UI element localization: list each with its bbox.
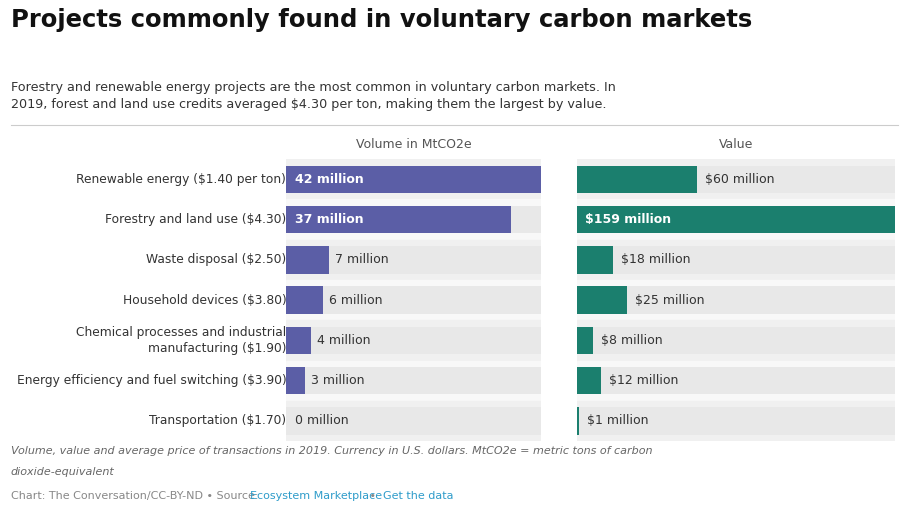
Text: •: • <box>366 491 380 501</box>
Bar <box>577 367 895 395</box>
Bar <box>577 321 895 361</box>
Bar <box>286 327 311 354</box>
Text: Renewable energy ($1.40 per ton): Renewable energy ($1.40 per ton) <box>76 173 286 186</box>
Bar <box>286 165 541 193</box>
Bar <box>286 165 541 193</box>
Text: $1 million: $1 million <box>587 414 649 428</box>
Bar <box>577 401 895 441</box>
Text: $12 million: $12 million <box>609 374 679 387</box>
Text: 7 million: 7 million <box>335 253 388 266</box>
Bar <box>577 165 697 193</box>
Text: $8 million: $8 million <box>601 334 663 347</box>
Text: Get the data: Get the data <box>383 491 454 501</box>
Bar <box>577 280 895 321</box>
Bar <box>577 327 594 354</box>
Bar <box>577 361 895 401</box>
Bar <box>577 407 895 435</box>
Text: Projects commonly found in voluntary carbon markets: Projects commonly found in voluntary car… <box>11 8 752 32</box>
Bar <box>286 367 541 395</box>
Bar <box>577 206 895 233</box>
Bar <box>286 246 329 274</box>
Bar <box>286 280 541 321</box>
Text: Chemical processes and industrial
manufacturing ($1.90): Chemical processes and industrial manufa… <box>76 326 286 355</box>
Bar <box>577 246 895 274</box>
Bar <box>286 206 541 233</box>
Text: 37 million: 37 million <box>295 213 364 226</box>
Text: $25 million: $25 million <box>635 294 704 306</box>
Text: $18 million: $18 million <box>621 253 691 266</box>
Text: 0 million: 0 million <box>295 414 349 428</box>
Text: Chart: The Conversation/CC-BY-ND • Source:: Chart: The Conversation/CC-BY-ND • Sourc… <box>11 491 262 501</box>
Text: $60 million: $60 million <box>705 173 774 186</box>
Bar <box>286 321 541 361</box>
Text: 3 million: 3 million <box>311 374 365 387</box>
Bar <box>286 287 541 314</box>
Text: Transportation ($1.70): Transportation ($1.70) <box>149 414 286 428</box>
Bar <box>577 240 895 280</box>
Bar <box>286 199 541 240</box>
Bar <box>286 361 541 401</box>
Bar <box>286 401 541 441</box>
Bar <box>577 199 895 240</box>
Text: Ecosystem Marketplace: Ecosystem Marketplace <box>250 491 382 501</box>
Text: Energy efficiency and fuel switching ($3.90): Energy efficiency and fuel switching ($3… <box>16 374 286 387</box>
Bar <box>286 159 541 199</box>
Text: Waste disposal ($2.50): Waste disposal ($2.50) <box>146 253 286 266</box>
Bar <box>577 159 895 199</box>
Bar <box>577 407 579 435</box>
Text: $159 million: $159 million <box>585 213 672 226</box>
Bar <box>286 246 541 274</box>
Text: Forestry and renewable energy projects are the most common in voluntary carbon m: Forestry and renewable energy projects a… <box>11 81 615 111</box>
Bar <box>286 327 541 354</box>
Text: Volume in MtCO2e: Volume in MtCO2e <box>355 138 472 151</box>
Bar <box>286 407 541 435</box>
Bar <box>286 240 541 280</box>
Text: Volume, value and average price of transactions in 2019. Currency in U.S. dollar: Volume, value and average price of trans… <box>11 446 653 456</box>
Bar <box>286 206 511 233</box>
Bar <box>577 287 895 314</box>
Bar <box>577 327 895 354</box>
Text: 6 million: 6 million <box>329 294 383 306</box>
Text: Value: Value <box>719 138 754 151</box>
Bar <box>286 367 305 395</box>
Text: Forestry and land use ($4.30): Forestry and land use ($4.30) <box>105 213 286 226</box>
Text: 42 million: 42 million <box>295 173 365 186</box>
Text: Household devices ($3.80): Household devices ($3.80) <box>123 294 286 306</box>
Bar <box>577 206 895 233</box>
Text: dioxide-equivalent: dioxide-equivalent <box>11 467 115 477</box>
Bar <box>577 246 614 274</box>
Text: 4 million: 4 million <box>316 334 370 347</box>
Bar <box>577 287 627 314</box>
Bar <box>286 287 323 314</box>
Bar <box>577 165 895 193</box>
Bar <box>577 367 601 395</box>
